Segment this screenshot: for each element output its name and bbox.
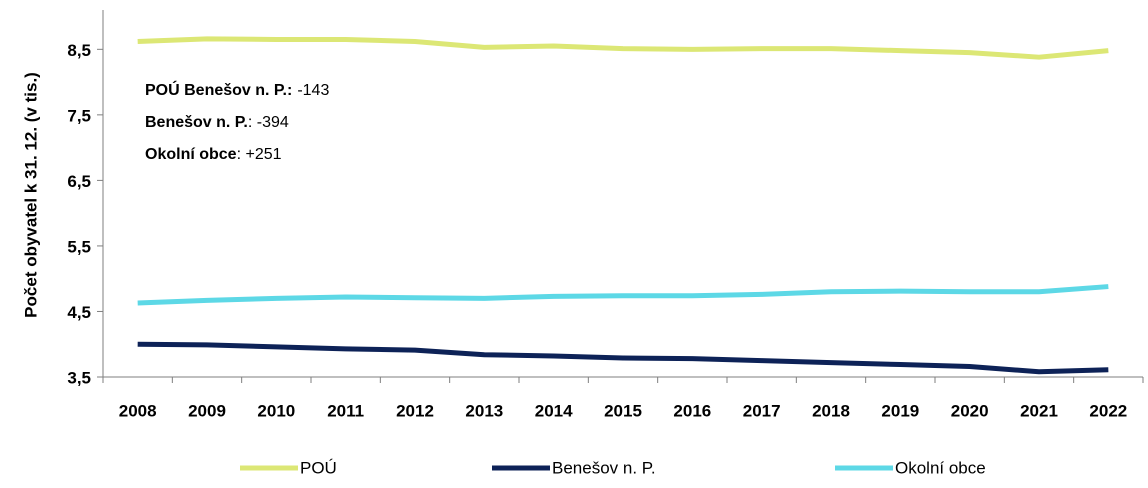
- series-line: [137, 284, 1109, 306]
- x-tick-label: 2019: [881, 401, 919, 420]
- y-tick-label: 4,5: [67, 303, 91, 322]
- y-tick-label: 8,5: [67, 41, 91, 60]
- annotation: Okolní obce: +251: [145, 146, 282, 163]
- legend-label: POÚ: [300, 458, 337, 477]
- annotation: POÚ Benešov n. P.: -143: [145, 80, 329, 99]
- x-tick-label: 2008: [119, 401, 157, 420]
- x-tick-label: 2010: [257, 401, 295, 420]
- x-tick-label: 2022: [1089, 401, 1127, 420]
- series-line: [137, 341, 1109, 375]
- y-tick-label: 5,5: [67, 237, 91, 256]
- y-axis-title: Počet obyvatel k 31. 12. (v tis.): [21, 72, 40, 318]
- x-tick-label: 2013: [465, 401, 503, 420]
- annotation-bold: Okolní obce: [145, 146, 237, 163]
- x-tick-label: 2014: [535, 401, 573, 420]
- x-tick-label: 2018: [812, 401, 850, 420]
- x-tick-label: 2009: [188, 401, 226, 420]
- annotation-value: : -394: [248, 114, 289, 131]
- legend-label: Benešov n. P.: [552, 458, 656, 477]
- annotation: Benešov n. P.: -394: [145, 114, 289, 131]
- series-line: [137, 36, 1109, 60]
- annotation-bold: POÚ Benešov n. P.:: [145, 80, 292, 99]
- x-tick-label: 2011: [327, 401, 364, 420]
- legend-label: Okolní obce: [895, 458, 986, 477]
- annotation-bold: Benešov n. P.: [145, 114, 248, 131]
- x-tick-label: 2017: [743, 401, 781, 420]
- x-tick-label: 2012: [396, 401, 434, 420]
- annotation-value: : +251: [237, 146, 282, 163]
- x-tick-label: 2015: [604, 401, 642, 420]
- x-tick-label: 2016: [673, 401, 711, 420]
- y-tick-label: 3,5: [67, 368, 91, 387]
- x-tick-label: 2021: [1020, 401, 1058, 420]
- y-tick-label: 6,5: [67, 172, 91, 191]
- y-tick-label: 7,5: [67, 106, 91, 125]
- annotation-value: -143: [297, 82, 329, 99]
- x-tick-label: 2020: [951, 401, 989, 420]
